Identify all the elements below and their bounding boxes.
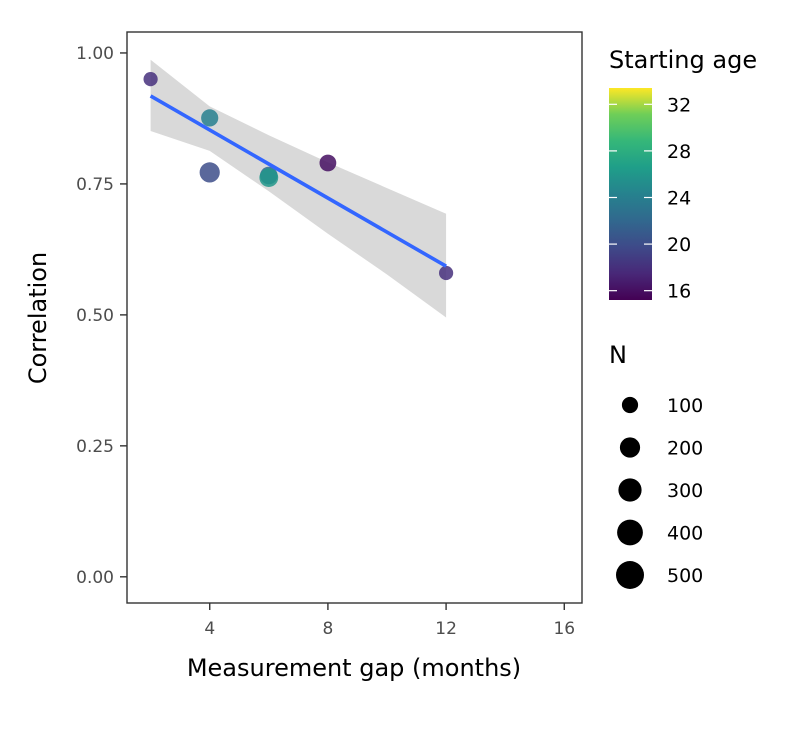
confidence-band [150, 59, 447, 318]
y-tick-label: 0.75 [76, 175, 114, 195]
y-tick-label: 1.00 [76, 44, 114, 64]
size-legend-title: N [609, 341, 627, 369]
size-legend-key [619, 437, 641, 458]
size-legend-label: 400 [667, 523, 703, 545]
x-axis-title: Measurement gap (months) [187, 654, 521, 682]
x-tick-label: 8 [322, 619, 333, 639]
size-legend-key [621, 396, 639, 414]
data-point-6 [319, 154, 337, 172]
x-axis: 4 8 12 16 [204, 603, 575, 639]
size-legend-label: 500 [667, 565, 703, 587]
y-tick-label: 0.25 [76, 437, 114, 457]
y-axis-title: Correlation [24, 252, 52, 384]
size-legend-label: 200 [667, 438, 703, 460]
x-tick-label: 16 [553, 619, 575, 639]
color-legend-label: 28 [667, 141, 691, 163]
data-point-3 [199, 162, 220, 183]
color-legend-label: 32 [667, 94, 691, 116]
data-point-1 [143, 72, 158, 87]
color-legend-label: 24 [667, 187, 691, 209]
plot-panel-border [126, 31, 583, 604]
plot-area [143, 59, 454, 318]
color-legend-label: 20 [667, 234, 691, 256]
size-legend: N 100 200 300 400 500 [609, 341, 703, 589]
size-legend-key [616, 561, 644, 589]
data-point-2 [201, 109, 219, 127]
data-point-5 [259, 168, 279, 188]
size-legend-key [617, 519, 643, 546]
color-legend-bar [609, 88, 652, 300]
x-tick-label: 12 [435, 619, 457, 639]
color-legend-title: Starting age [609, 46, 757, 74]
size-legend-label: 100 [667, 395, 703, 417]
color-legend: Starting age 16 20 24 28 32 [609, 46, 757, 303]
trend-line [149, 94, 447, 268]
x-tick-label: 4 [204, 619, 215, 639]
y-tick-label: 0.50 [76, 306, 114, 326]
size-legend-label: 300 [667, 480, 703, 502]
y-axis: 0.00 0.25 0.50 0.75 1.00 [76, 44, 127, 588]
data-point-7 [439, 265, 454, 281]
y-tick-label: 0.00 [76, 568, 114, 588]
size-legend-key [618, 478, 642, 502]
color-legend-label: 16 [667, 281, 691, 303]
